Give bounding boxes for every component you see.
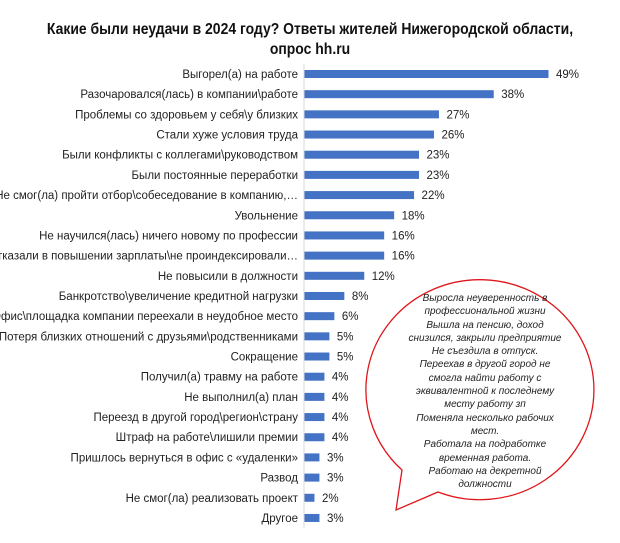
data-label: 3% [327,513,344,525]
data-label: 38% [501,89,524,101]
data-label: 2% [322,493,339,505]
data-label: 5% [337,352,354,364]
chart-title: Какие были неудачи в 2024 году? Ответы ж… [46,21,574,58]
bar [304,352,330,361]
bar [304,150,420,159]
category-label: Потеря близких отношений с друзьями\родс… [0,331,298,343]
category-label: Были постоянные переработки [132,170,299,182]
category-label: Отказали в повышении зарплаты\не проинде… [0,251,298,263]
data-label: 4% [332,372,349,384]
bar [304,130,434,139]
bar [304,231,385,240]
annotation-line: мест. [470,425,500,437]
annotation-line: снизился, закрыли предприятие [408,332,562,344]
bar [304,392,325,401]
data-label: 23% [427,150,450,162]
annotation-text: Выросла неуверенность в профессиональной … [405,292,565,491]
bar [304,413,325,422]
data-label: 16% [392,230,415,242]
annotation-line: Поменяла несколько рабочих [416,412,554,424]
category-label: Проблемы со здоровьем у себя\у близких [75,109,298,121]
data-label: 5% [337,331,354,343]
data-label: 3% [327,473,344,485]
annotation-line: Выросла неуверенность в [422,293,548,304]
data-label: 23% [427,170,450,182]
category-label: Не повысили в должности [158,271,298,283]
category-label: Штраф на работе\лишили премии [116,432,298,444]
data-label: 27% [446,109,469,121]
category-label: Разочаровался(лась) в компании\работе [80,89,298,101]
category-label: Офис\площадка компании переехали в неудо… [0,311,298,323]
data-label: 4% [332,392,349,404]
category-label: Не научился(лась) ничего новому по профе… [39,230,298,242]
annotation-line: временная работа. [438,452,532,464]
category-label: Не смог(ла) пройти отбор\собеседование в… [0,190,298,202]
bar [304,291,345,300]
category-label: Получил(а) травму на работе [141,372,298,384]
data-label: 4% [332,412,349,424]
data-label: 49% [556,69,579,81]
annotation-line: смогла найти работу с [428,372,542,384]
bar [304,251,385,260]
bar [304,90,494,99]
bar [304,170,420,179]
bar [304,70,549,78]
bar [304,312,335,321]
category-label: Банкротство\увеличение кредитной нагрузк… [59,291,298,303]
annotation-line: профессиональной жизни [424,306,546,318]
data-label: 22% [422,190,445,202]
data-label: 4% [332,432,349,444]
annotation-line: месту работу зп [444,399,526,411]
category-label: Были конфликты с коллегами\руководством [62,150,298,162]
bar [304,473,320,482]
category-label: Переезд в другой город\регион\страну [93,412,298,424]
data-label: 16% [392,251,415,263]
data-label: 8% [352,291,369,303]
bar [304,110,439,119]
category-label: Не смог(ла) реализовать проект [126,493,299,505]
bar [304,191,415,200]
bar [304,211,395,220]
bar [304,513,320,522]
category-label: Выгорел(а) на работе [182,69,298,81]
bar [304,372,325,381]
category-label: Увольнение [235,210,298,222]
bar [304,493,315,502]
category-label: Пришлось вернуться в офис с «удаленки» [71,452,298,464]
bar [304,453,320,462]
category-label: Стали хуже условия труда [156,130,298,142]
annotation-line: Работала на подработке [423,439,547,451]
annotation-line: эквивалентной к последнему [415,386,555,398]
data-label: 6% [342,311,359,323]
category-label: Развод [260,473,298,485]
annotation-line: Работаю на декретной [428,465,542,477]
bar [304,332,330,341]
data-label: 3% [327,452,344,464]
category-label: Сокращение [231,352,298,364]
category-label: Не выполнил(а) план [184,392,298,404]
bar [304,433,325,442]
bar [304,271,365,280]
data-label: 26% [441,130,464,142]
annotation-line: Вышла на пенсию, доход [426,319,544,331]
speech-bubble [365,279,595,512]
annotation-line: Переехав в другой город не [419,359,551,371]
category-label: Другое [261,513,298,525]
data-label: 18% [402,210,425,222]
annotation-line: Не съездила в отпуск. [431,346,539,358]
annotation-line: должности [458,479,512,491]
data-label: 12% [372,271,395,283]
